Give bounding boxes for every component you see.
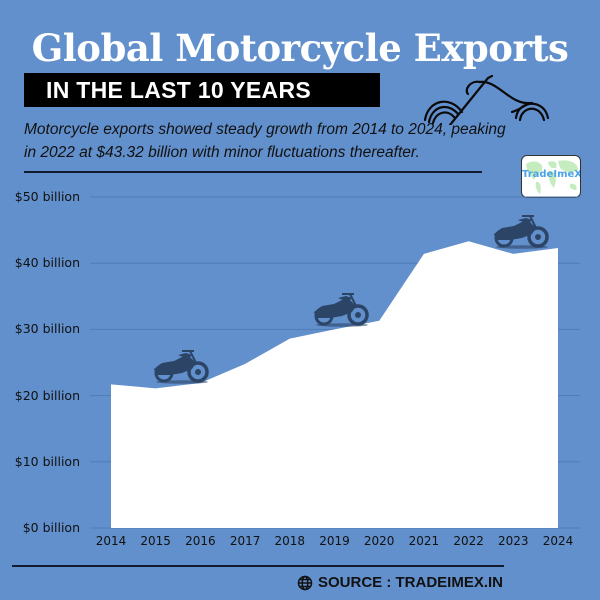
y-tick-label: $20 billion — [14, 387, 80, 403]
x-tick-label: 2023 — [498, 534, 529, 548]
x-tick-label: 2024 — [542, 534, 574, 548]
x-tick-label: 2019 — [319, 534, 350, 548]
description-line-2: in 2022 at $43.32 billion with minor flu… — [24, 144, 420, 161]
motorcycle-icon — [154, 350, 209, 384]
motorcycle-icon — [494, 215, 549, 249]
x-tick-label: 2020 — [363, 534, 395, 548]
exports-area — [111, 241, 558, 528]
globe-icon — [297, 575, 313, 590]
x-tick-label: 2015 — [140, 534, 171, 548]
x-tick-label: 2016 — [185, 534, 216, 548]
motorcycle-icon — [314, 293, 369, 327]
subtitle-banner: IN THE LAST 10 YEARS — [24, 73, 380, 107]
source-credit: SOURCE : TRADEIMEX.IN — [297, 574, 503, 591]
x-tick-label: 2021 — [408, 534, 440, 548]
motorcycle-annotations — [154, 215, 549, 384]
description-line-1: Motorcycle exports showed steady growth … — [24, 121, 506, 138]
motorcycle-outline-icon — [423, 74, 550, 125]
tradeimex-logo: TradeImeX — [521, 155, 581, 198]
y-tick-label: $50 billion — [14, 189, 80, 204]
world-map-icon — [526, 160, 578, 194]
x-tick-label: 2022 — [453, 534, 484, 548]
page-title: Global Motorcycle Exports — [31, 26, 569, 70]
y-tick-label: $0 billion — [22, 520, 80, 535]
y-tick-label: $30 billion — [14, 321, 80, 337]
footer-divider — [12, 565, 504, 567]
x-tick-label: 2018 — [274, 534, 306, 548]
description-divider — [24, 171, 482, 173]
logo-text: TradeImeX — [522, 169, 581, 180]
y-tick-label: $40 billion — [14, 255, 80, 271]
x-tick-label: 2017 — [229, 534, 261, 548]
description: Motorcycle exports showed steady growth … — [24, 118, 524, 164]
source-text: SOURCE : TRADEIMEX.IN — [317, 574, 503, 591]
x-tick-label: 2014 — [95, 534, 127, 548]
y-tick-label: $10 billion — [14, 453, 80, 469]
